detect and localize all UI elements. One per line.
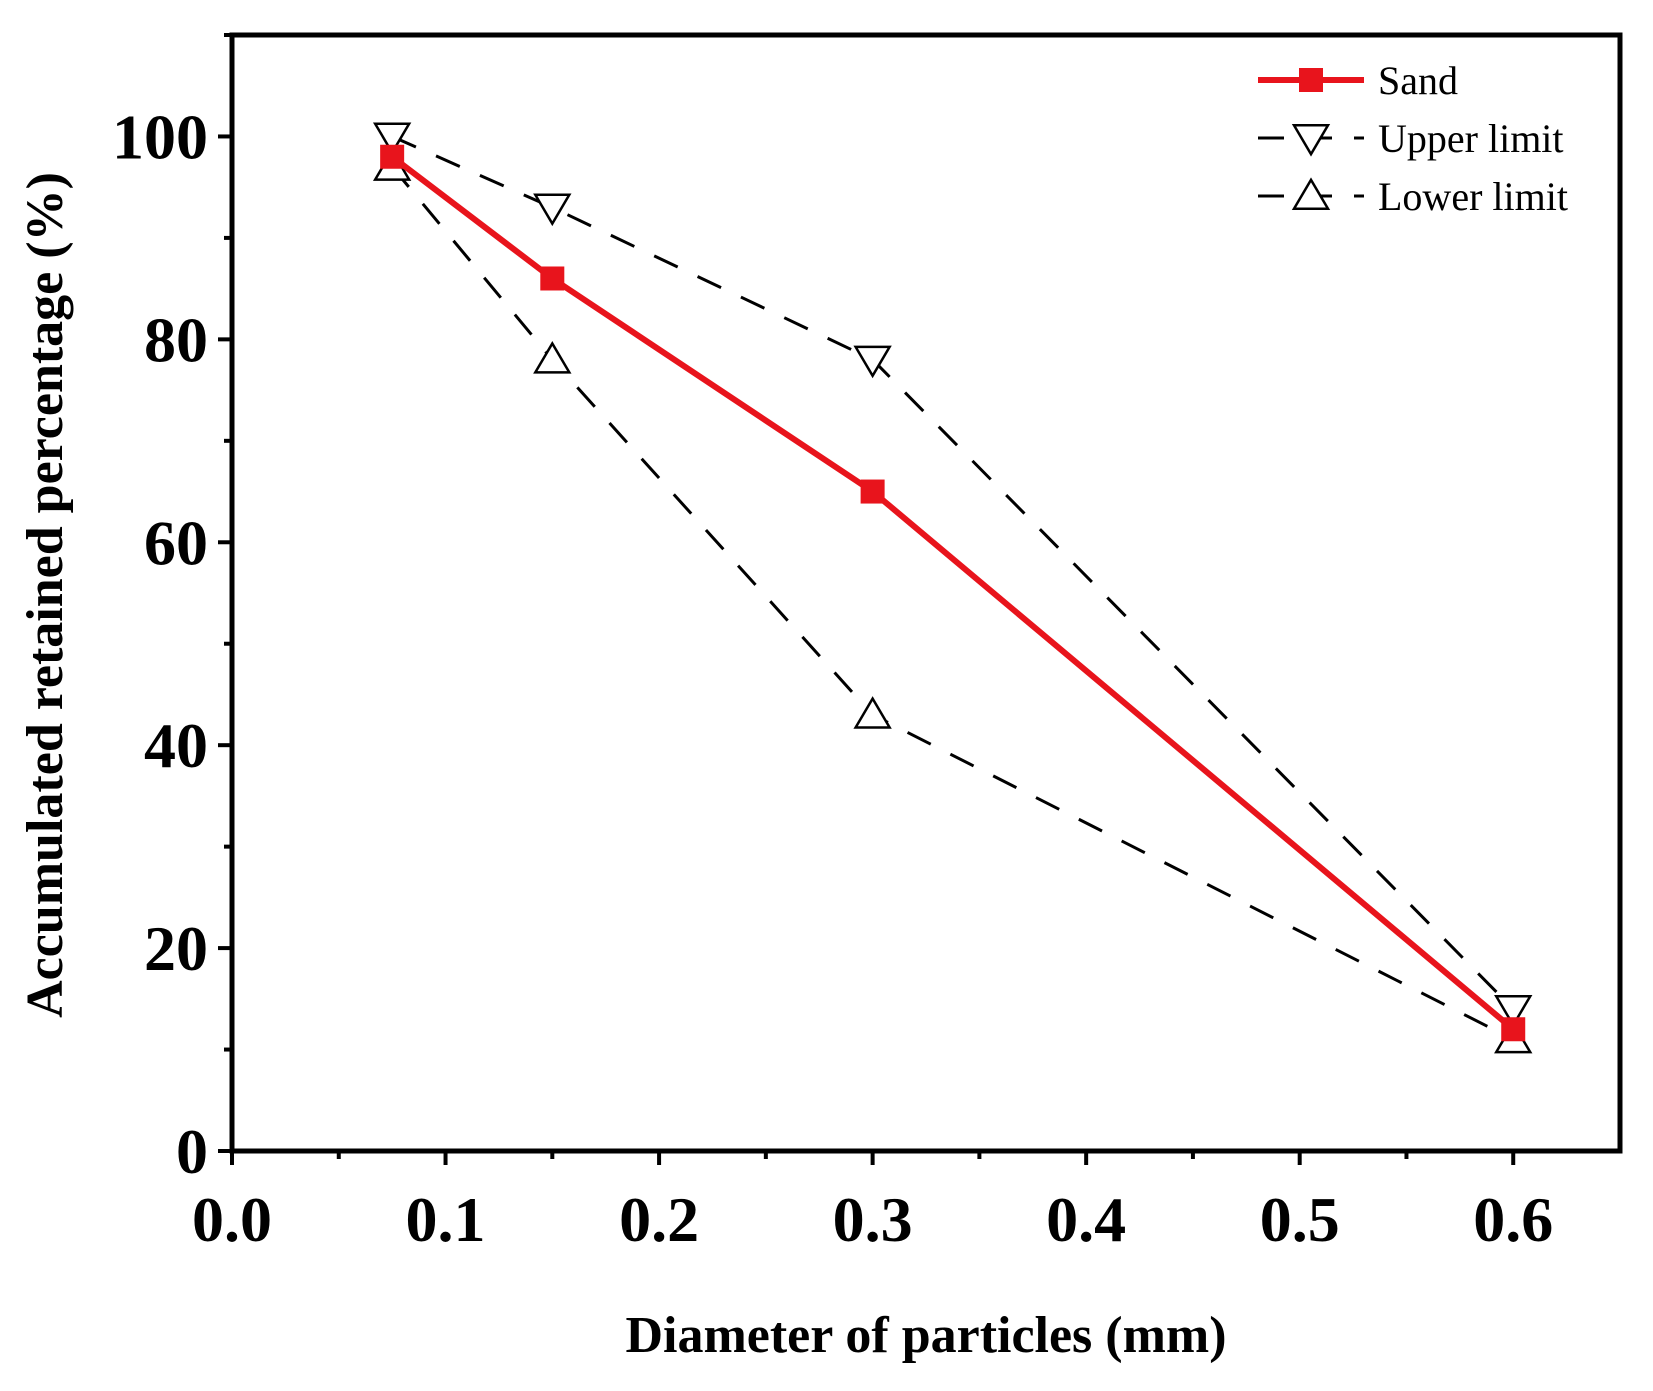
x-tick-label: 0.0 bbox=[192, 1184, 272, 1255]
upper-limit-point bbox=[853, 345, 892, 379]
upper-limit-point bbox=[1494, 994, 1533, 1028]
upper-limit-point bbox=[372, 122, 412, 156]
x-tick-label: 0.4 bbox=[1046, 1184, 1126, 1255]
series-layer bbox=[372, 122, 1533, 1054]
legend-label: Upper limit bbox=[1378, 116, 1564, 161]
series-upper-limit bbox=[372, 122, 1533, 1028]
legend-marker bbox=[1291, 124, 1331, 157]
y-tick-label: 40 bbox=[144, 710, 208, 781]
legend-marker bbox=[1291, 177, 1331, 210]
x-tick-label: 0.5 bbox=[1260, 1184, 1340, 1255]
lower-limit-line bbox=[391, 165, 1514, 1041]
legend-item-upper-limit: Upper limit bbox=[1258, 116, 1564, 161]
y-axis-title: Accumulated retained percentage (%) bbox=[17, 172, 74, 1018]
legend-item-sand: Sand bbox=[1258, 58, 1458, 103]
x-tick-label: 0.1 bbox=[406, 1184, 486, 1255]
legend-item-lower-limit: Lower limit bbox=[1258, 174, 1568, 219]
sand-point bbox=[860, 479, 885, 504]
sand-point bbox=[540, 266, 565, 291]
y-tick-label: 80 bbox=[144, 304, 208, 375]
x-tick-label: 0.3 bbox=[833, 1184, 913, 1255]
lower-limit-point bbox=[533, 341, 572, 374]
lower-limit-point bbox=[853, 696, 892, 729]
y-tick-label: 100 bbox=[112, 101, 208, 172]
x-tick-label: 0.6 bbox=[1473, 1184, 1553, 1255]
series-sand bbox=[380, 144, 1526, 1042]
tick-labels: 0.0 0.1 0.2 0.3 0.4 0.5 0.6 0 20 40 60 80 100 bbox=[112, 101, 1553, 1255]
y-tick-label: 20 bbox=[144, 913, 208, 984]
upper-limit-point bbox=[533, 193, 572, 227]
plot-frame bbox=[229, 32, 1623, 1154]
legend: Sand Upper limit Lower limit bbox=[1258, 58, 1568, 219]
legend-label: Sand bbox=[1378, 58, 1458, 103]
sand-point bbox=[1501, 1017, 1526, 1042]
upper-limit-line bbox=[391, 135, 1515, 1011]
sand-line bbox=[390, 154, 1516, 1032]
y-tick-label: 60 bbox=[144, 507, 208, 578]
x-axis-title: Diameter of particles (mm) bbox=[625, 1307, 1226, 1364]
y-tick-label: 0 bbox=[176, 1116, 208, 1187]
legend-label: Lower limit bbox=[1378, 174, 1568, 219]
x-tick-label: 0.2 bbox=[619, 1184, 699, 1255]
sand-point bbox=[380, 144, 405, 169]
legend-marker bbox=[1299, 68, 1323, 92]
